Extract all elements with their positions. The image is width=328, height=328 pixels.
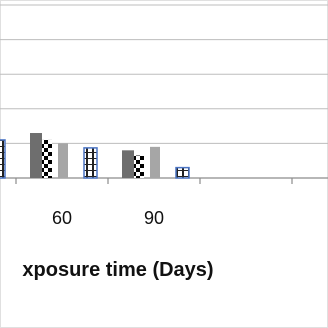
x-axis-label: xposure time (Days) [22,259,213,281]
bar [150,146,160,178]
plot-area: 60 90 [0,4,328,228]
bar [30,133,42,178]
x-tick-label: 90 [144,208,164,228]
bar [175,166,190,179]
bar [134,155,144,178]
bar [122,150,134,178]
bar [58,143,68,178]
bar [83,147,98,179]
x-tick-label: 60 [52,208,72,228]
bar [42,139,52,178]
bar [0,139,6,179]
